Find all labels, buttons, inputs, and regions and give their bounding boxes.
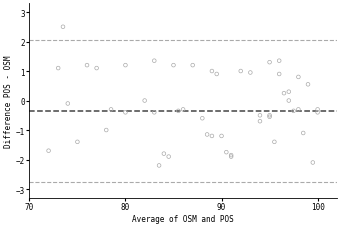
Point bbox=[176, 110, 181, 113]
Point bbox=[94, 67, 99, 71]
Point bbox=[257, 120, 263, 123]
Point bbox=[277, 73, 282, 76]
Point bbox=[108, 108, 114, 112]
Point bbox=[315, 111, 320, 115]
Point bbox=[228, 154, 234, 157]
Point bbox=[286, 99, 292, 103]
Point bbox=[267, 115, 272, 119]
Point bbox=[296, 108, 301, 112]
Point bbox=[84, 64, 90, 68]
Point bbox=[171, 64, 176, 68]
Point bbox=[219, 135, 224, 138]
Point bbox=[156, 164, 162, 168]
Point bbox=[238, 70, 243, 74]
Point bbox=[204, 133, 210, 137]
Point bbox=[310, 161, 315, 165]
Point bbox=[190, 64, 195, 68]
Point bbox=[286, 90, 292, 94]
Point bbox=[248, 71, 253, 75]
Point bbox=[199, 117, 205, 121]
Point bbox=[305, 83, 311, 87]
Point bbox=[46, 149, 51, 153]
Point bbox=[161, 152, 167, 156]
Point bbox=[123, 111, 128, 115]
Point bbox=[272, 140, 277, 144]
Y-axis label: Difference POS - OSM: Difference POS - OSM bbox=[4, 55, 13, 147]
Point bbox=[166, 155, 172, 159]
Point bbox=[180, 108, 186, 112]
Point bbox=[267, 61, 272, 65]
Point bbox=[56, 67, 61, 71]
Point bbox=[104, 129, 109, 132]
Point bbox=[267, 114, 272, 118]
Point bbox=[60, 26, 66, 30]
Point bbox=[151, 111, 157, 115]
Point bbox=[315, 108, 320, 112]
Point bbox=[214, 73, 220, 76]
Point bbox=[296, 76, 301, 79]
Point bbox=[65, 102, 71, 106]
Point bbox=[257, 114, 263, 118]
Point bbox=[291, 110, 296, 113]
Point bbox=[281, 92, 287, 96]
Point bbox=[142, 99, 147, 103]
Point bbox=[228, 155, 234, 159]
Point bbox=[123, 64, 128, 68]
X-axis label: Average of OSM and POS: Average of OSM and POS bbox=[132, 214, 234, 223]
Point bbox=[224, 151, 229, 154]
Point bbox=[151, 60, 157, 63]
Point bbox=[300, 132, 306, 135]
Point bbox=[209, 70, 214, 74]
Point bbox=[75, 140, 80, 144]
Point bbox=[209, 135, 214, 138]
Point bbox=[277, 60, 282, 63]
